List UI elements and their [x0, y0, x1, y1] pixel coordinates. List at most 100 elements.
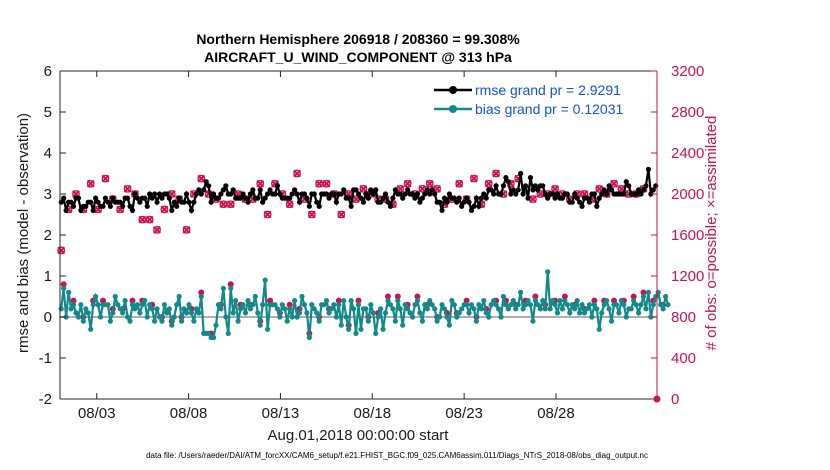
bias-point [446, 322, 453, 328]
bias-point [264, 326, 271, 332]
bias-point [581, 310, 588, 316]
rmse-point [68, 199, 74, 205]
rmse-point [564, 191, 570, 197]
rmse-point [117, 199, 123, 205]
rmse-point [176, 195, 182, 201]
rmse-point [110, 195, 116, 201]
bias-point [80, 318, 86, 324]
bias-point [206, 330, 212, 336]
obs-possible-point [197, 174, 206, 183]
bias-point [429, 302, 435, 308]
bias-point [562, 298, 568, 304]
rmse-point [156, 191, 163, 197]
obs-assimilated-point [322, 179, 331, 188]
bias-point [468, 302, 475, 308]
bias-point [495, 306, 502, 312]
bias-point [422, 302, 428, 308]
rmse-point [549, 191, 556, 197]
y-axis-right-label: # of obs: o=possible; ×=assimilated [703, 116, 720, 351]
rmse-point [400, 195, 406, 201]
obs-lower-point [630, 293, 637, 300]
bias-point [518, 289, 524, 295]
obs-assimilated-point [433, 184, 442, 193]
bias-point [284, 318, 290, 324]
bias-point [444, 314, 450, 320]
rmse-point [473, 195, 480, 201]
rmse-point [505, 179, 511, 185]
rmse-point [405, 187, 411, 193]
obs-assimilated-point [595, 184, 604, 193]
rmse-point [331, 191, 337, 197]
bias-point [174, 302, 180, 308]
rmse-point [228, 191, 234, 197]
bias-point [272, 302, 278, 308]
obs-lower-point [463, 297, 470, 304]
rmse-point [304, 195, 310, 201]
bias-point [584, 306, 590, 312]
rmse-point [493, 183, 499, 189]
obs-assimilated-point [470, 174, 478, 183]
rmse-point [242, 195, 249, 201]
bias-point [171, 314, 177, 320]
obs-possible-point [182, 225, 191, 234]
obs-possible-point [86, 179, 95, 188]
bias-point [380, 326, 386, 332]
rmse-point [591, 191, 597, 197]
y-left-tick-label: 6 [44, 63, 52, 80]
obs-lower-point [532, 293, 539, 300]
bias-point [510, 298, 516, 304]
bias-point [481, 298, 487, 304]
rmse-point [532, 183, 538, 189]
bias-point [306, 334, 312, 341]
bias-point [65, 289, 72, 295]
bias-point [70, 302, 77, 308]
rmse-point [289, 191, 295, 197]
bias-point [245, 298, 251, 304]
bias-point [277, 314, 283, 320]
chart-title-line1: Northern Hemisphere 206918 / 208360 = 99… [196, 31, 520, 47]
rmse-point [427, 191, 433, 197]
obs-assimilated-point [425, 179, 434, 188]
bias-point [493, 302, 499, 308]
bias-point [97, 314, 104, 320]
legend-bias-label: bias grand pr = 0.12031 [475, 101, 623, 117]
rmse-point [417, 199, 423, 205]
rmse-point [323, 191, 330, 197]
bias-point [392, 318, 398, 324]
bias-point [434, 318, 440, 324]
bias-point [407, 310, 413, 316]
rmse-point [88, 199, 94, 205]
bias-point [129, 302, 136, 308]
rmse-point [412, 195, 418, 201]
obs-assimilated-point [492, 169, 500, 178]
bias-point [483, 310, 489, 316]
rmse-point [456, 195, 462, 201]
obs-assimilated-point [123, 184, 132, 193]
rmse-point [633, 191, 639, 197]
rmse-point [188, 207, 195, 213]
obs-possible-point [307, 210, 316, 219]
bias-point [112, 293, 118, 300]
bias-point [230, 310, 236, 316]
rmse-point [574, 195, 580, 201]
rmse-point [100, 203, 106, 209]
rmse-point [245, 199, 251, 205]
obs-assimilated-point [86, 179, 95, 188]
x-tick-label: 08/08 [170, 405, 208, 422]
obs-assimilated-point [219, 200, 228, 209]
rmse-point [569, 199, 575, 205]
bias-point [633, 302, 639, 308]
bias-point [613, 302, 620, 308]
rmse-point [105, 199, 111, 205]
rmse-point [643, 183, 649, 189]
legend-rmse-label: rmse grand pr = 2.9291 [475, 82, 621, 98]
x-tick-label: 08/13 [262, 405, 300, 422]
obs-lower-point [640, 289, 647, 296]
bias-point [304, 310, 310, 316]
bias-point [599, 310, 605, 316]
bias-point [93, 293, 99, 300]
obs-possible-point [263, 210, 272, 219]
bias-point [439, 302, 445, 308]
y-right-tick-label: 3200 [671, 63, 704, 80]
